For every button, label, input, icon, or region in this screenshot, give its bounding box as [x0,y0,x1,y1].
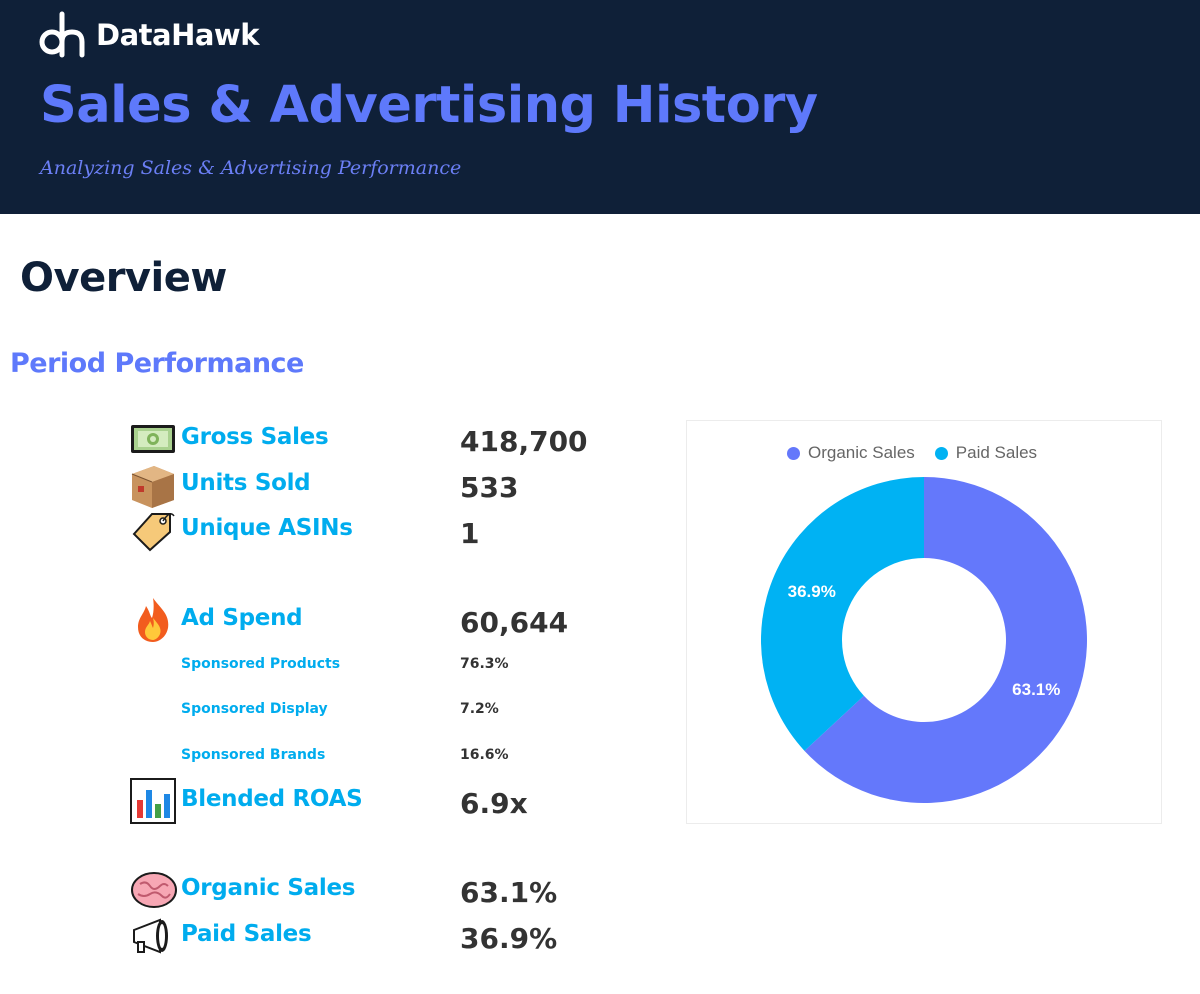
page-subtitle: Analyzing Sales & Advertising Performanc… [40,157,462,179]
blended-roas-label: Blended ROAS [181,786,363,812]
donut-slice-organic[interactable] [804,477,1087,803]
unique-asins-label: Unique ASINs [181,515,353,541]
donut-chart-svg: 63.1% 36.9% [761,477,1087,803]
sponsored-brands-label: Sponsored Brands [181,747,326,763]
brand-name: DataHawk [96,18,260,52]
ad-spend-label: Ad Spend [181,605,303,631]
legend-label-paid: Paid Sales [955,443,1038,462]
tag-icon [130,508,176,552]
legend-item-paid[interactable]: Paid Sales [934,443,1038,463]
sponsored-products-label: Sponsored Products [181,656,341,672]
sponsored-display-label: Sponsored Display [181,701,328,717]
page-title: Sales & Advertising History [40,76,818,135]
brain-icon [130,870,177,912]
fire-icon [130,596,176,642]
legend-label-organic: Organic Sales [808,443,915,462]
brand-logo[interactable]: DataHawk [36,10,260,60]
package-icon [130,462,176,508]
organic-sales-label: Organic Sales [181,875,356,901]
period-performance-heading: Period Performance [10,348,304,379]
blended-roas-value: 6.9x [460,787,528,820]
units-sold-value: 533 [460,471,519,504]
ad-spend-value: 60,644 [460,606,569,639]
donut-slice-paid[interactable] [761,477,924,751]
sponsored-brands-value: 16.6% [460,747,509,763]
overview-heading: Overview [20,255,227,301]
legend-dot-paid [934,446,948,460]
legend-item-organic[interactable]: Organic Sales [787,443,915,463]
chart-legend: Organic Sales Paid Sales [787,443,1057,463]
legend-dot-organic [787,446,800,460]
donut-label-paid: 36.9% [788,582,836,601]
page-header: DataHawk Sales & Advertising History Ana… [0,0,1200,214]
sponsored-products-value: 76.3% [460,656,509,672]
unique-asins-value: 1 [460,517,480,550]
gross-sales-value: 418,700 [460,425,588,458]
sales-split-chart: Organic Sales Paid Sales 63.1% 36.9% [686,420,1162,824]
datahawk-logo-icon [39,11,85,58]
megaphone-icon [130,916,176,958]
paid-sales-value: 36.9% [460,922,558,955]
sponsored-display-value: 7.2% [460,701,499,717]
paid-sales-label: Paid Sales [181,921,312,947]
bar-chart-icon [130,778,176,824]
gross-sales-label: Gross Sales [181,424,329,450]
units-sold-label: Units Sold [181,470,311,496]
organic-sales-value: 63.1% [460,876,558,909]
donut-label-organic: 63.1% [1012,680,1060,699]
cash-icon [130,422,176,464]
